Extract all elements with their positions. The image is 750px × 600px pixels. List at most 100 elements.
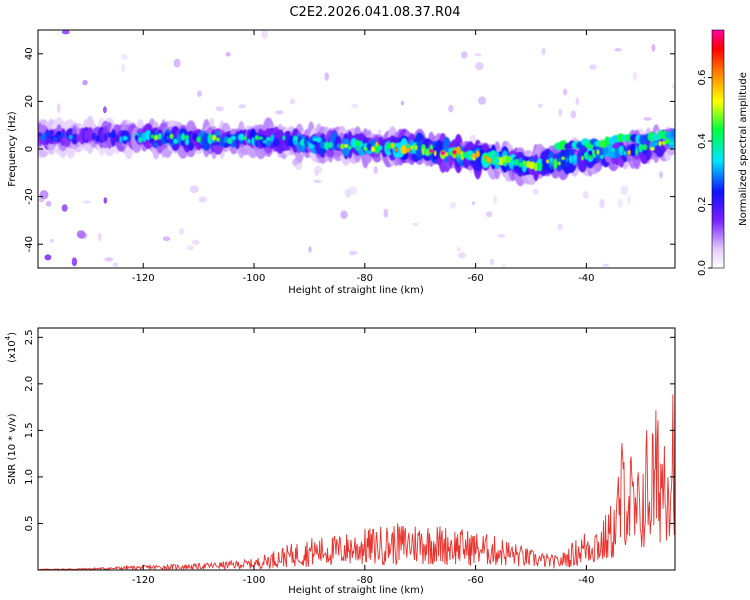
spectrogram-noise-blob [340, 210, 348, 219]
spectrogram-band-blob [528, 161, 536, 170]
spectrogram-band-blob [371, 146, 376, 153]
spectrogram-band-blob [471, 154, 477, 159]
spectrogram-band-blob [503, 162, 507, 166]
spectrogram-band-blob [247, 138, 251, 144]
spectrogram-band-blob [347, 145, 352, 150]
snr-x-axis-label: Height of straight line (km) [288, 585, 424, 596]
spectrogram-noise-blob [589, 64, 597, 70]
spectrogram-band-blob [584, 152, 589, 158]
spectrogram-band-blob [391, 142, 394, 149]
spectrogram-noise-blob [82, 200, 91, 204]
spectrogram-band-blob [119, 136, 123, 144]
spectrogram-band-blob [169, 133, 174, 140]
spectrogram-band-blob [115, 134, 120, 143]
spectrogram-noise-blob [261, 30, 268, 39]
spectrogram-noise-blob [643, 117, 652, 121]
spectrogram-noise-blob [56, 103, 61, 114]
spectrogram-band-blob [324, 141, 330, 151]
spectrogram-band-blob [534, 162, 538, 172]
spectrogram-band-blob [452, 150, 457, 155]
spectrogram-noise-blob [658, 171, 664, 179]
spectrogram-band-blob [328, 143, 333, 148]
spectrogram-noise-blob [275, 110, 284, 115]
spectrogram-band-blob [356, 145, 359, 150]
spectrogram-noise-blob [538, 103, 543, 109]
snr-y-tick-label: 1.0 [24, 469, 35, 485]
spectrogram-band-blob [619, 146, 624, 152]
spectrogram-band-blob [208, 138, 212, 144]
snr-y-multiplier: (x104) [4, 332, 18, 363]
spectrogram-band-blob [607, 151, 612, 158]
spectrogram-band-blob [226, 137, 233, 144]
spectrogram-band-blob [669, 141, 675, 146]
spectrogram-band-blob [157, 133, 163, 140]
spectrogram-x-tick-label: -80 [357, 273, 373, 284]
spectrogram-noise-blob [412, 222, 419, 227]
spectrogram-noise-blob [489, 258, 495, 266]
spectrogram-band-blob [243, 136, 247, 141]
spectrogram-y-tick-label: -40 [24, 236, 35, 252]
spectrogram-band-blob [110, 131, 116, 138]
spectrogram-band-blob [270, 134, 275, 143]
spectrogram-noise-blob [103, 106, 107, 114]
spectrogram-band-blob [177, 133, 182, 144]
spectrogram-noise-blob [49, 238, 54, 243]
spectrogram-noise-blob [457, 247, 461, 252]
spectrogram-band-blob [665, 138, 671, 144]
spectrogram-band-blob [53, 137, 58, 141]
spectrogram-band-blob [312, 137, 318, 142]
spectrogram-band-blob [266, 137, 271, 141]
spectrogram-noise-blob [348, 250, 358, 256]
spectrogram-band-blob [639, 145, 643, 150]
spectrogram-noise-blob [627, 195, 631, 205]
figure-title: C2E2.2026.041.08.37.R04 [289, 5, 460, 20]
spectrogram-noise-blob [197, 90, 202, 97]
spectrogram-noise-blob [344, 188, 352, 198]
spectrogram-band-blob [661, 141, 667, 145]
spectrogram-noise-blob [563, 88, 568, 96]
spectrogram-band-blob [658, 140, 662, 147]
spectrogram-noise-blob [383, 208, 389, 218]
spectrogram-band-blob [440, 150, 445, 155]
spectrogram-band-blob [316, 136, 322, 143]
spectrogram-band-blob [76, 133, 81, 143]
spectrogram-band-blob [254, 135, 259, 141]
spectrogram-band-blob [433, 150, 437, 157]
spectrogram-band-blob [546, 159, 550, 164]
spectrogram-band-blob [103, 133, 108, 142]
spectrogram-noise-blob [532, 188, 539, 195]
spectrogram-x-tick-label: -40 [578, 273, 594, 284]
spectrogram-band-blob [83, 129, 89, 141]
spectrogram-band-blob [91, 132, 96, 141]
spectrogram-y-tick-label: -20 [24, 188, 35, 204]
spectrogram-noise-blob [485, 211, 493, 218]
spectrogram-noise-blob [61, 30, 70, 35]
spectrogram-y-tick-label: 20 [24, 95, 35, 108]
spectrogram-noise-blob [474, 53, 482, 57]
spectrogram-band-blob [219, 137, 225, 148]
spectrogram-band-blob [293, 136, 298, 141]
spectrogram-noise-blob [651, 44, 656, 52]
spectrogram-noise-blob [400, 100, 405, 106]
spectrogram-band-blob [184, 138, 190, 146]
colorbar-gradient [711, 29, 725, 269]
spectrogram-y-tick-label: 0 [24, 146, 35, 152]
spectrogram-noise-blob [558, 108, 563, 117]
spectrogram-noise-blob [186, 245, 195, 251]
spectrogram-noise-blob [314, 170, 319, 177]
spectrogram-band-blob [135, 134, 139, 141]
spectrogram-band-blob [455, 146, 461, 156]
spectrogram-noise-blob [461, 51, 468, 59]
spectrogram-band-blob [604, 136, 611, 146]
spectrogram-band-blob [514, 159, 519, 165]
spectrogram-noise-blob [104, 257, 114, 262]
spectrogram-noise-blob [502, 264, 506, 268]
spectrogram-noise-blob [289, 98, 296, 105]
spectrogram-band-blob [565, 157, 569, 163]
spectrogram-noise-blob [173, 58, 181, 68]
spectrogram-band-blob [448, 152, 453, 156]
spectrogram-band-blob [510, 159, 515, 166]
spectrogram-band-blob [343, 144, 349, 148]
spectrogram-band-blob [413, 144, 418, 151]
